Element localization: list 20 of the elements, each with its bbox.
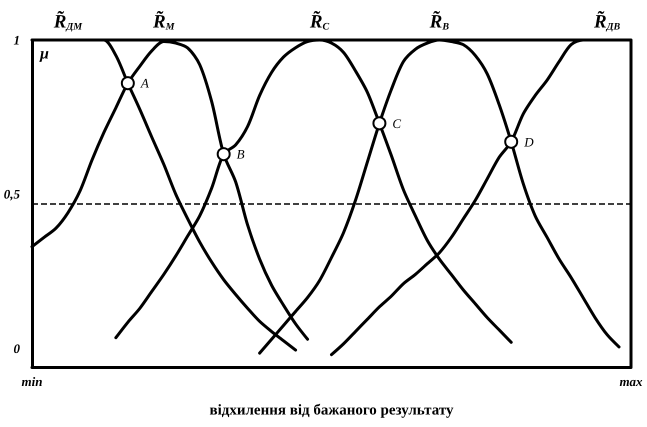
- data-label: D: [523, 134, 534, 150]
- point: [504, 134, 518, 149]
- series-label: R̃С: [308, 11, 330, 32]
- x-tick-label: min: [22, 374, 42, 389]
- series-label: R̃В: [428, 11, 450, 32]
- series-label: R̃ДВ: [592, 11, 620, 32]
- series-label: R̃ДМ: [52, 11, 84, 32]
- data-label: C: [392, 116, 402, 131]
- y-tick-label: 1: [14, 32, 20, 48]
- x-tick-label: max: [619, 374, 644, 389]
- y-axis-title: μ: [39, 46, 49, 62]
- y-tick-label: 0,5: [4, 186, 20, 202]
- point: [120, 76, 135, 90]
- point: [372, 116, 386, 130]
- point: [216, 147, 231, 162]
- data-label: A: [140, 76, 149, 91]
- x-axis-title: відхилення від бажаного результату: [210, 402, 454, 418]
- data-label: B: [236, 146, 245, 162]
- series-label: R̃М: [152, 11, 176, 32]
- y-tick-label: 0: [14, 340, 20, 356]
